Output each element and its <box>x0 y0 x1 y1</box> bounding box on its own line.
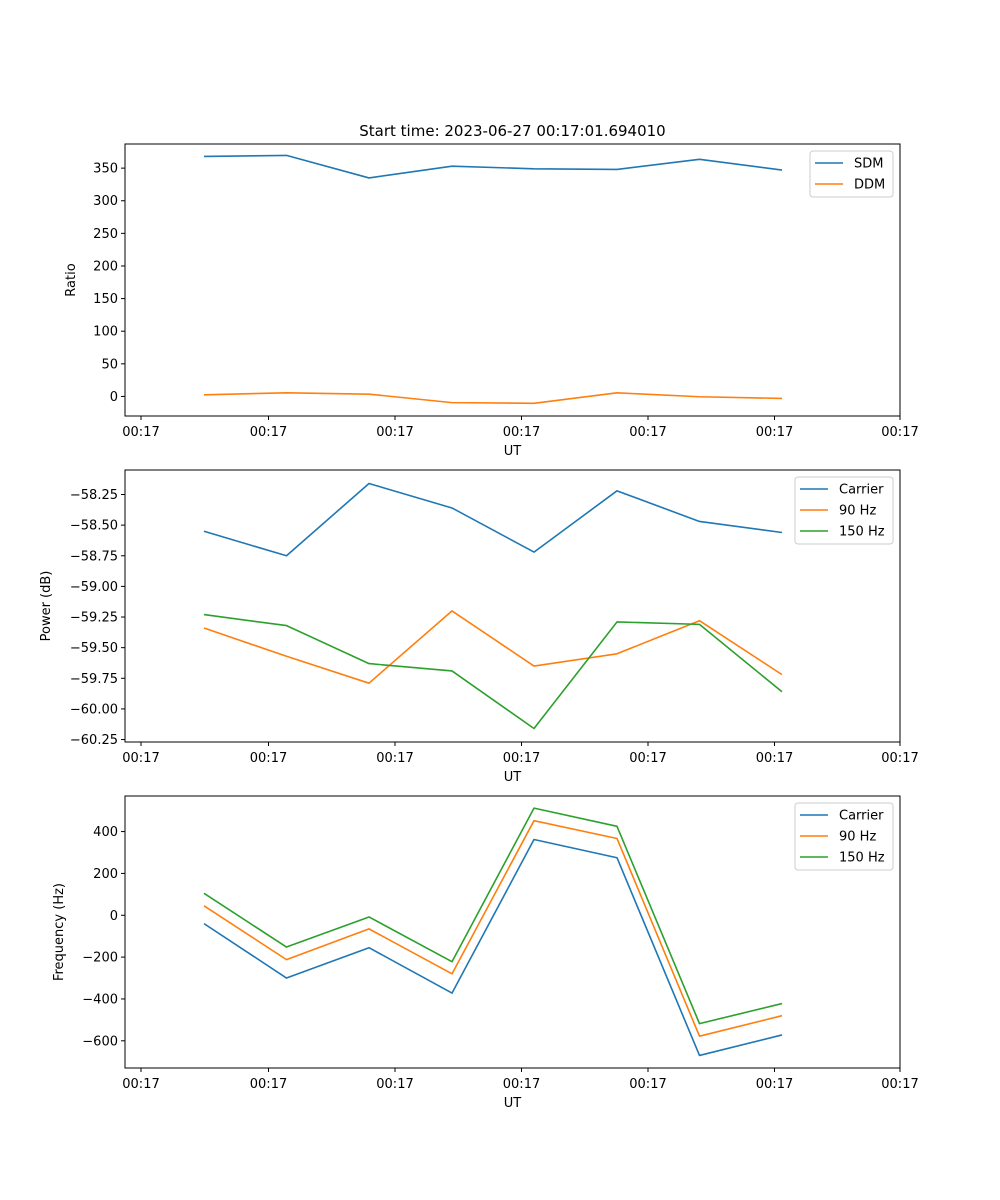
x-tick-label: 00:17 <box>756 425 793 440</box>
legend-label: 150 Hz <box>839 525 885 540</box>
x-tick-label: 00:17 <box>881 1077 918 1092</box>
panel-1: 00:17 00:17 00:17 00:17 00:17 00:17 00:17 0 50 10… <box>64 143 919 459</box>
y-tick-label: −58.75 <box>70 549 118 564</box>
legend-label: 90 Hz <box>839 830 876 845</box>
legend: SDM DDM <box>809 150 894 198</box>
legend-label: 150 Hz <box>839 851 885 866</box>
y-tick-label: −59.25 <box>70 611 118 626</box>
axes-frame <box>124 469 901 743</box>
series-line-carrier <box>203 838 783 1057</box>
y-tick-label: −58.25 <box>70 488 118 503</box>
y-tick-label: 150 <box>93 292 118 307</box>
x-tick-label: 00:17 <box>503 425 540 440</box>
x-tick-label: 00:17 <box>122 425 159 440</box>
y-tick-label: 200 <box>93 867 118 882</box>
x-tick-label: 00:17 <box>629 751 666 766</box>
legend-label: DDM <box>854 178 885 193</box>
y-tick-label: 250 <box>93 227 118 242</box>
y-tick-label: −60.25 <box>70 733 118 748</box>
y-tick-label: −400 <box>82 992 118 1007</box>
y-axis-label: Power (dB) <box>39 571 54 642</box>
y-tick-label: 0 <box>110 909 118 924</box>
x-tick-label: 00:17 <box>629 425 666 440</box>
legend: Carrier 90 Hz 150 Hz <box>794 476 894 545</box>
y-tick-label: 100 <box>93 325 118 340</box>
y-tick-label: 50 <box>101 357 118 372</box>
y-tick-label: −58.50 <box>70 519 118 534</box>
series-line-carrier <box>203 482 783 557</box>
x-tick-label: 00:17 <box>376 751 413 766</box>
series-line-150-hz <box>203 807 783 1025</box>
y-tick-label: −600 <box>82 1034 118 1049</box>
x-tick-label: 00:17 <box>503 1077 540 1092</box>
y-tick-label: 400 <box>93 825 118 840</box>
y-tick-label: −200 <box>82 951 118 966</box>
x-tick-label: 00:17 <box>756 1077 793 1092</box>
x-tick-label: 00:17 <box>756 751 793 766</box>
y-tick-label: −59.75 <box>70 672 118 687</box>
y-axis-label: Ratio <box>64 263 79 296</box>
x-tick-label: 00:17 <box>376 1077 413 1092</box>
legend-label: Carrier <box>839 809 884 824</box>
y-tick-label: −60.00 <box>70 702 118 717</box>
x-tick-label: 00:17 <box>881 425 918 440</box>
y-tick-label: 200 <box>93 259 118 274</box>
y-tick-label: −59.00 <box>70 580 118 595</box>
axes-frame <box>124 143 901 417</box>
panels: 00:17 00:17 00:17 00:17 00:17 00:17 00:17 0 50 10… <box>39 143 919 1111</box>
x-tick-label: 00:17 <box>881 751 918 766</box>
series-line-90-hz <box>203 819 783 1037</box>
x-tick-label: 00:17 <box>250 751 287 766</box>
x-axis-label: UT <box>504 770 522 785</box>
x-axis-label: UT <box>504 1096 522 1111</box>
series-line-sdm <box>203 154 783 179</box>
x-tick-label: 00:17 <box>629 1077 666 1092</box>
y-tick-label: −59.50 <box>70 641 118 656</box>
series-line-150-hz <box>203 613 783 730</box>
y-tick-label: 0 <box>110 390 118 405</box>
x-axis-label: UT <box>504 444 522 459</box>
x-tick-label: 00:17 <box>503 751 540 766</box>
legend-box <box>794 476 894 545</box>
y-tick-label: 300 <box>93 194 118 209</box>
legend-label: Carrier <box>839 483 884 498</box>
y-tick-label: 350 <box>93 162 118 177</box>
figure-title: Start time: 2023-06-27 00:17:01.694010 <box>359 122 665 140</box>
x-tick-label: 00:17 <box>376 425 413 440</box>
series-line-ddm <box>203 392 783 405</box>
legend-label: SDM <box>854 157 883 172</box>
x-tick-label: 00:17 <box>250 425 287 440</box>
series-line-90-hz <box>203 610 783 684</box>
panel-3: 00:17 00:17 00:17 00:17 00:17 00:17 00:17 −600 −… <box>52 795 919 1111</box>
x-tick-label: 00:17 <box>250 1077 287 1092</box>
y-axis-label: Frequency (Hz) <box>52 883 67 981</box>
x-tick-label: 00:17 <box>122 751 159 766</box>
panel-2: 00:17 00:17 00:17 00:17 00:17 00:17 00:17 −60.2… <box>39 469 919 785</box>
axes-frame <box>124 795 901 1069</box>
legend-box <box>794 802 894 871</box>
x-tick-label: 00:17 <box>122 1077 159 1092</box>
legend-label: 90 Hz <box>839 504 876 519</box>
legend: Carrier 90 Hz 150 Hz <box>794 802 894 871</box>
